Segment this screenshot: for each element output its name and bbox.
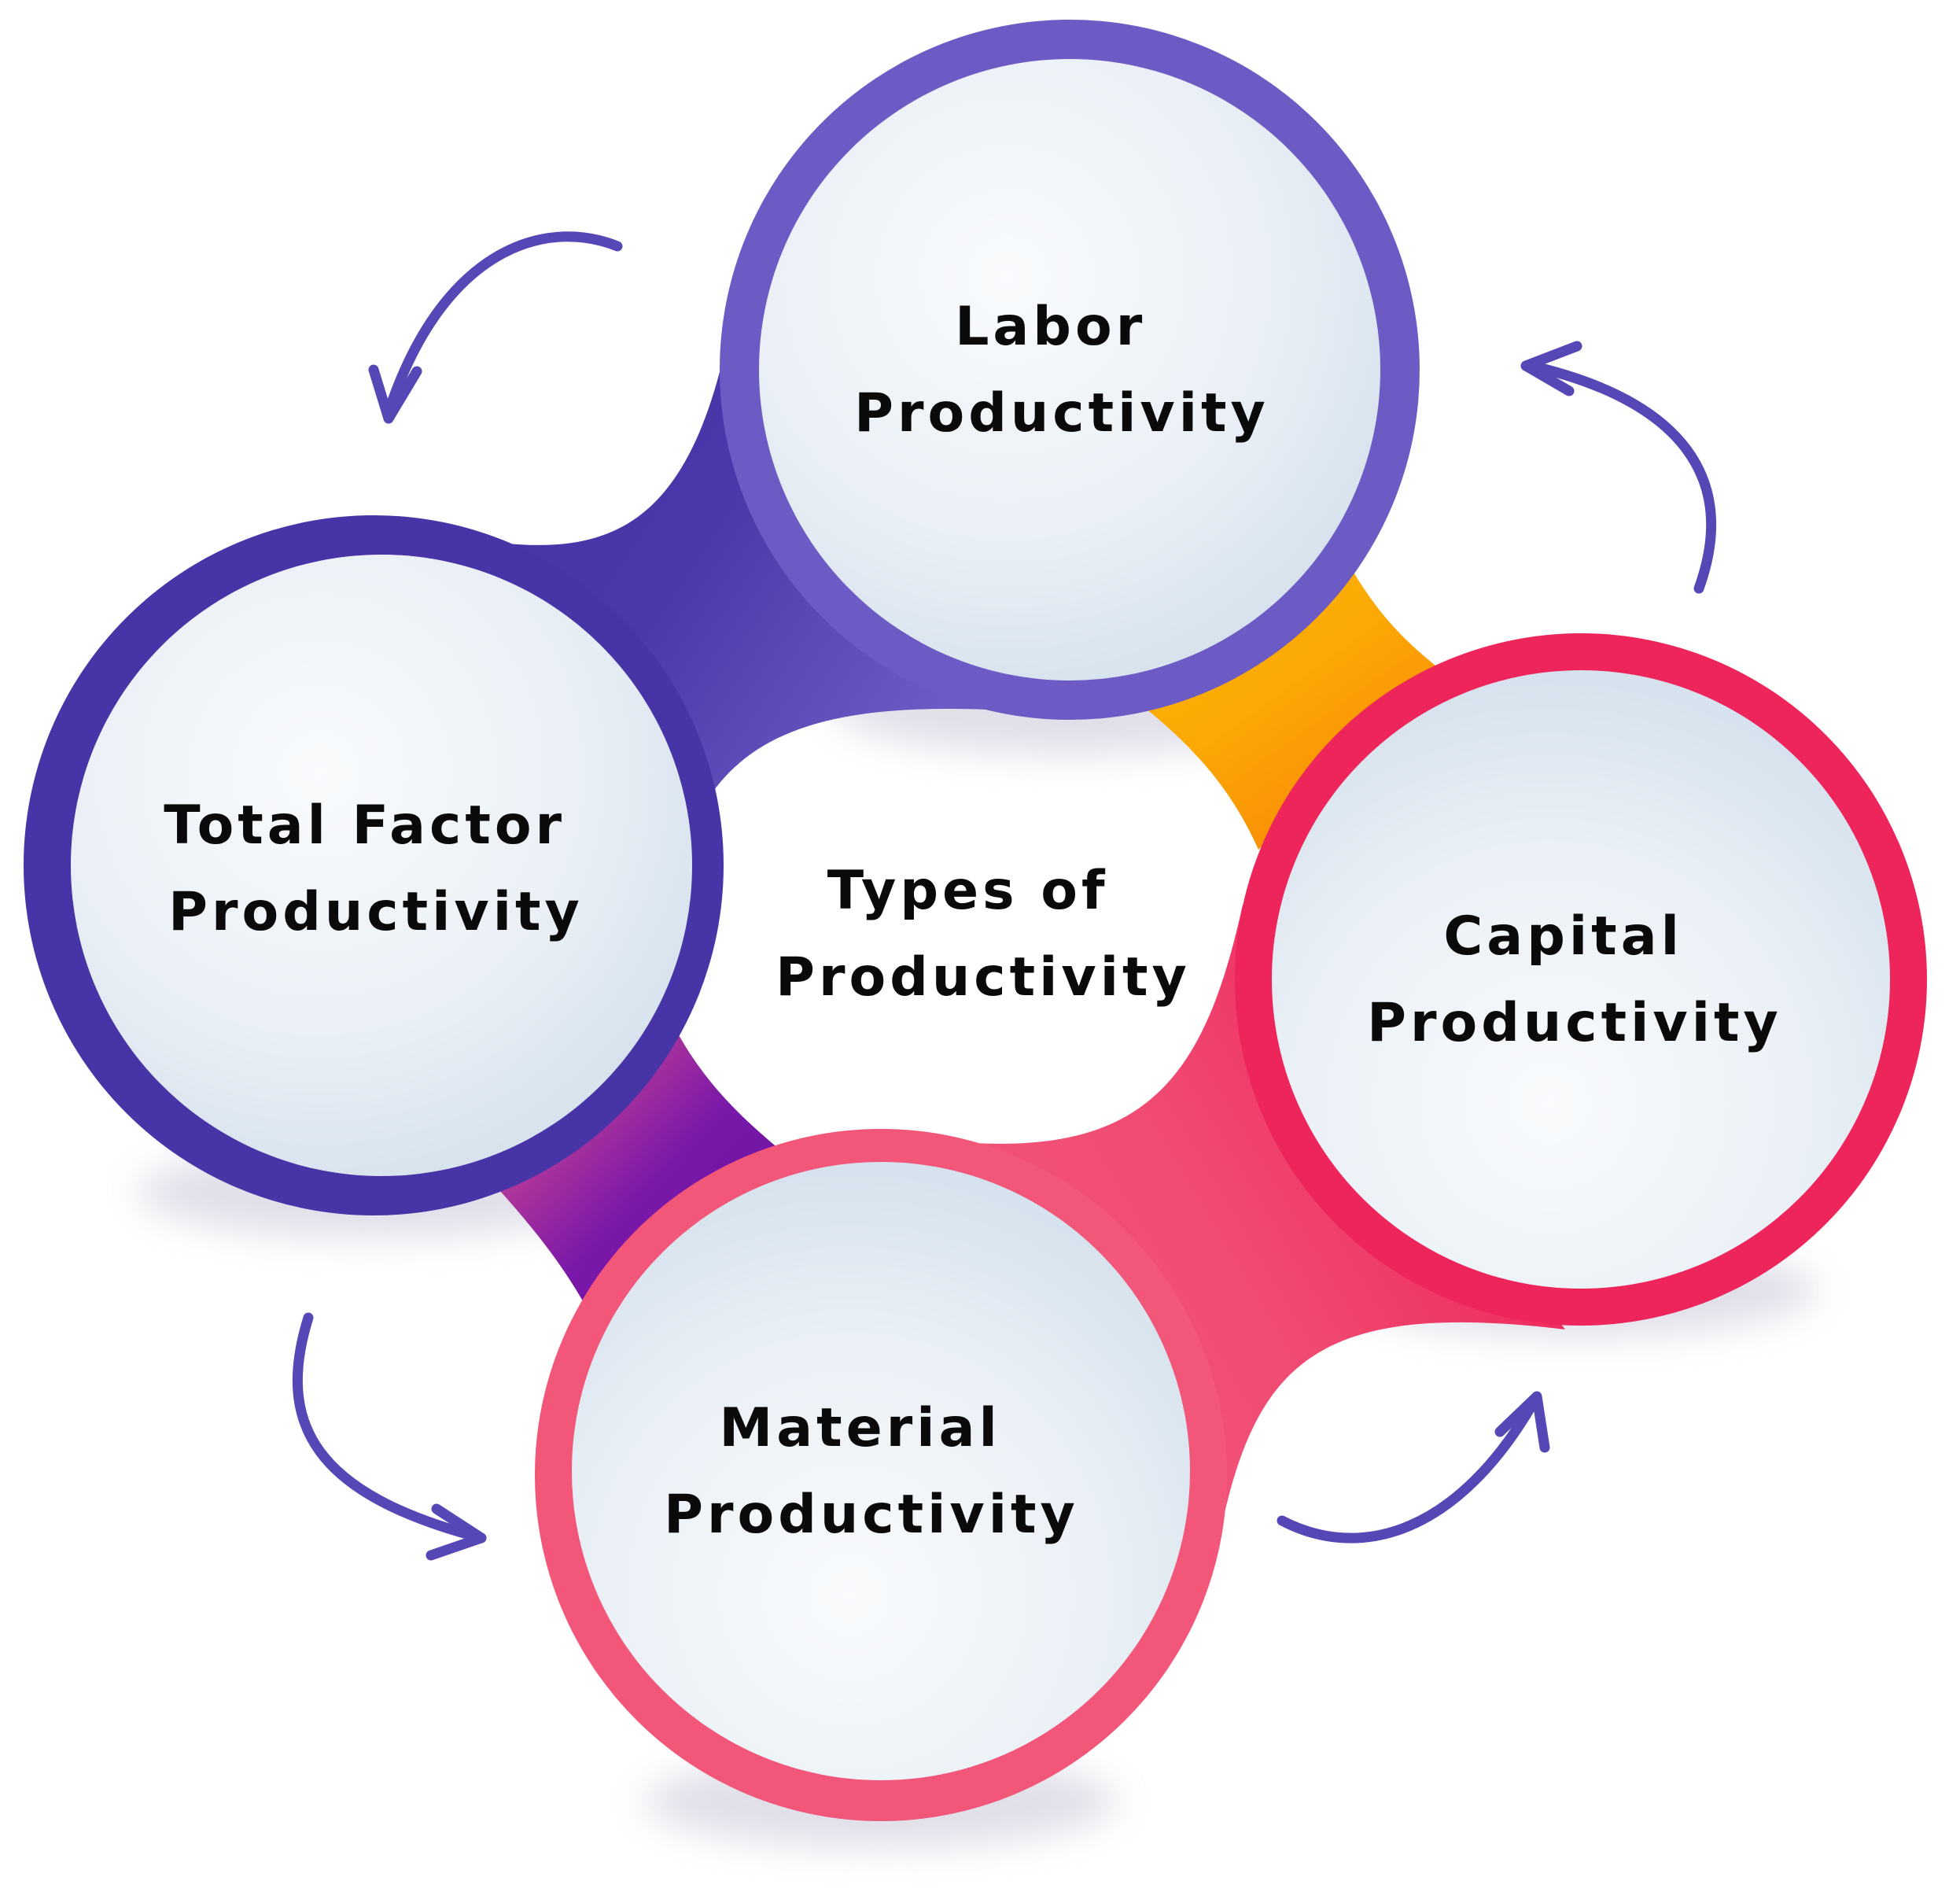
node-material-line2: Productivity — [664, 1484, 1079, 1546]
node-labor-label: Labor Productivity — [854, 296, 1269, 444]
cycle-arrow-icon — [1277, 1391, 1550, 1543]
bridge-labor-capital — [1109, 535, 1439, 850]
node-capital-line1: Capital — [1443, 905, 1682, 968]
bridge-capital-material — [944, 905, 1565, 1558]
cycle-arrow-icon — [1520, 341, 1716, 594]
disc-capital — [1272, 670, 1890, 1289]
node-capital-line2: Productivity — [1367, 992, 1782, 1054]
node-total-factor-line1: Total Factor — [164, 795, 566, 857]
node-capital-label: Capital Productivity — [1367, 905, 1782, 1054]
center-title: Types of Productivity — [776, 860, 1191, 1009]
disc-material — [572, 1162, 1190, 1780]
node-labor-line2: Productivity — [854, 382, 1269, 444]
node-material-line1: Material — [720, 1397, 1001, 1459]
node-total-factor-line2: Productivity — [168, 881, 584, 943]
bridge-total-material — [476, 999, 779, 1322]
disc-total-factor — [71, 555, 692, 1176]
center-title-line2: Productivity — [776, 946, 1191, 1009]
node-total-factor-label: Total Factor Productivity — [164, 795, 588, 943]
cycle-arrow-icon — [368, 231, 623, 424]
cycle-arrow-icon — [292, 1312, 487, 1561]
node-material-label: Material Productivity — [664, 1397, 1079, 1546]
disc-labor — [759, 59, 1380, 680]
node-labor-line1: Labor — [955, 296, 1146, 358]
center-title-line1: Types of — [827, 860, 1109, 922]
